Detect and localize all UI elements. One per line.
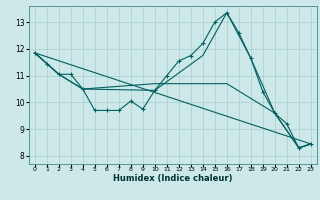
X-axis label: Humidex (Indice chaleur): Humidex (Indice chaleur): [113, 174, 233, 183]
